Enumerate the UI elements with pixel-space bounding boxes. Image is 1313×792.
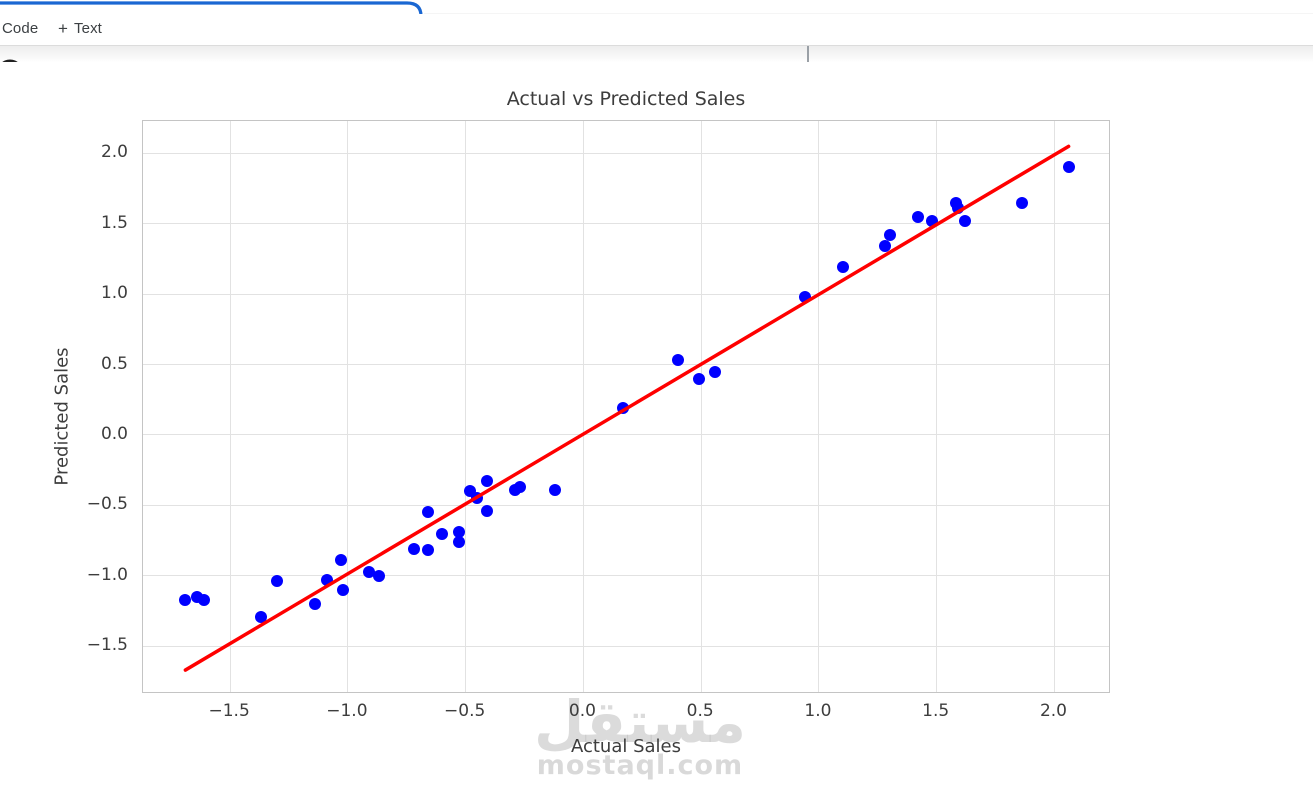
scatter-point — [198, 593, 211, 606]
scatter-point — [407, 542, 420, 555]
gridline-vertical — [1053, 121, 1055, 692]
gridline-horizontal — [143, 434, 1109, 436]
x-tick-label: 1.0 — [804, 701, 832, 721]
y-axis-label: Predicted Sales — [51, 347, 73, 486]
notebook-toolbar: Code + Text — [0, 14, 1313, 45]
gridline-vertical — [936, 121, 938, 692]
figure-output: Actual vs Predicted Sales مستقل mostaql.… — [0, 62, 1313, 790]
scatter-point — [1062, 161, 1075, 174]
gridline-vertical — [229, 121, 231, 692]
y-tick-label: 2.0 — [100, 142, 128, 163]
scatter-point — [692, 372, 705, 385]
add-code-label: Code — [2, 20, 39, 37]
x-tick-label: 0.5 — [686, 701, 714, 721]
add-text-button[interactable]: + Text — [58, 20, 102, 37]
gridline-horizontal — [143, 504, 1109, 506]
scatter-point — [1015, 196, 1028, 209]
gridline-vertical — [582, 121, 584, 692]
scatter-point — [337, 583, 350, 596]
regression-line — [183, 144, 1071, 672]
y-tick-label: 1.0 — [100, 283, 128, 304]
y-tick-label: 1.5 — [100, 212, 128, 233]
scatter-point — [363, 565, 376, 578]
gridline-vertical — [465, 121, 467, 692]
scatter-point — [334, 554, 347, 567]
gridline-vertical — [347, 121, 349, 692]
scatter-point — [179, 593, 192, 606]
x-tick-label: 0.0 — [568, 701, 596, 721]
gridline-vertical — [818, 121, 820, 692]
scatter-point — [513, 481, 526, 494]
scatter-point — [308, 597, 321, 610]
scatter-point — [271, 575, 284, 588]
plot-area — [142, 120, 1110, 693]
scatter-point — [480, 475, 493, 488]
x-tick-label: −0.5 — [444, 701, 486, 721]
gridline-horizontal — [143, 645, 1109, 647]
gridline-horizontal — [143, 575, 1109, 577]
gridline-horizontal — [143, 293, 1109, 295]
scatter-point — [480, 504, 493, 517]
gridline-horizontal — [143, 152, 1109, 154]
gridline-vertical — [700, 121, 702, 692]
y-tick-label: −0.5 — [86, 494, 128, 515]
fit-line-layer — [183, 144, 1071, 672]
toolbar-shadow — [0, 45, 1313, 63]
y-axis-ticks: −1.5 −1.0 −0.5 0.0 0.5 1.0 1.5 2.0 — [0, 120, 134, 693]
y-tick-label: 0.0 — [100, 423, 128, 444]
scatter-point — [452, 535, 465, 548]
scatter-point — [883, 229, 896, 242]
add-text-label: Text — [74, 20, 102, 37]
y-tick-label: 0.5 — [100, 353, 128, 374]
x-tick-label: 2.0 — [1039, 701, 1067, 721]
scatter-point — [421, 506, 434, 519]
gridline-horizontal — [143, 223, 1109, 225]
x-axis-ticks: −1.5 −1.0 −0.5 0.0 0.5 1.0 1.5 2.0 — [142, 693, 1110, 723]
add-code-button[interactable]: Code — [2, 20, 38, 37]
scatter-point — [671, 354, 684, 367]
x-axis-label: Actual Sales — [570, 736, 682, 757]
scatter-point — [421, 544, 434, 557]
pane-divider — [807, 46, 809, 66]
scatter-point — [878, 240, 891, 253]
y-tick-label: −1.0 — [86, 564, 128, 585]
gridline-horizontal — [143, 364, 1109, 366]
scatter-point — [911, 210, 924, 223]
x-tick-label: −1.5 — [208, 701, 250, 721]
scatter-point — [254, 610, 267, 623]
scatter-point — [436, 527, 449, 540]
scatter-point — [549, 483, 562, 496]
scatter-point — [372, 569, 385, 582]
plus-icon: + — [58, 19, 69, 38]
scatter-point — [958, 214, 971, 227]
scatter-point — [836, 261, 849, 274]
scatter-point — [709, 365, 722, 378]
scatter-point — [452, 526, 465, 539]
x-tick-label: 1.5 — [922, 701, 950, 721]
y-tick-label: −1.5 — [86, 635, 128, 656]
x-tick-label: −1.0 — [326, 701, 368, 721]
chart-title: Actual vs Predicted Sales — [506, 88, 746, 110]
